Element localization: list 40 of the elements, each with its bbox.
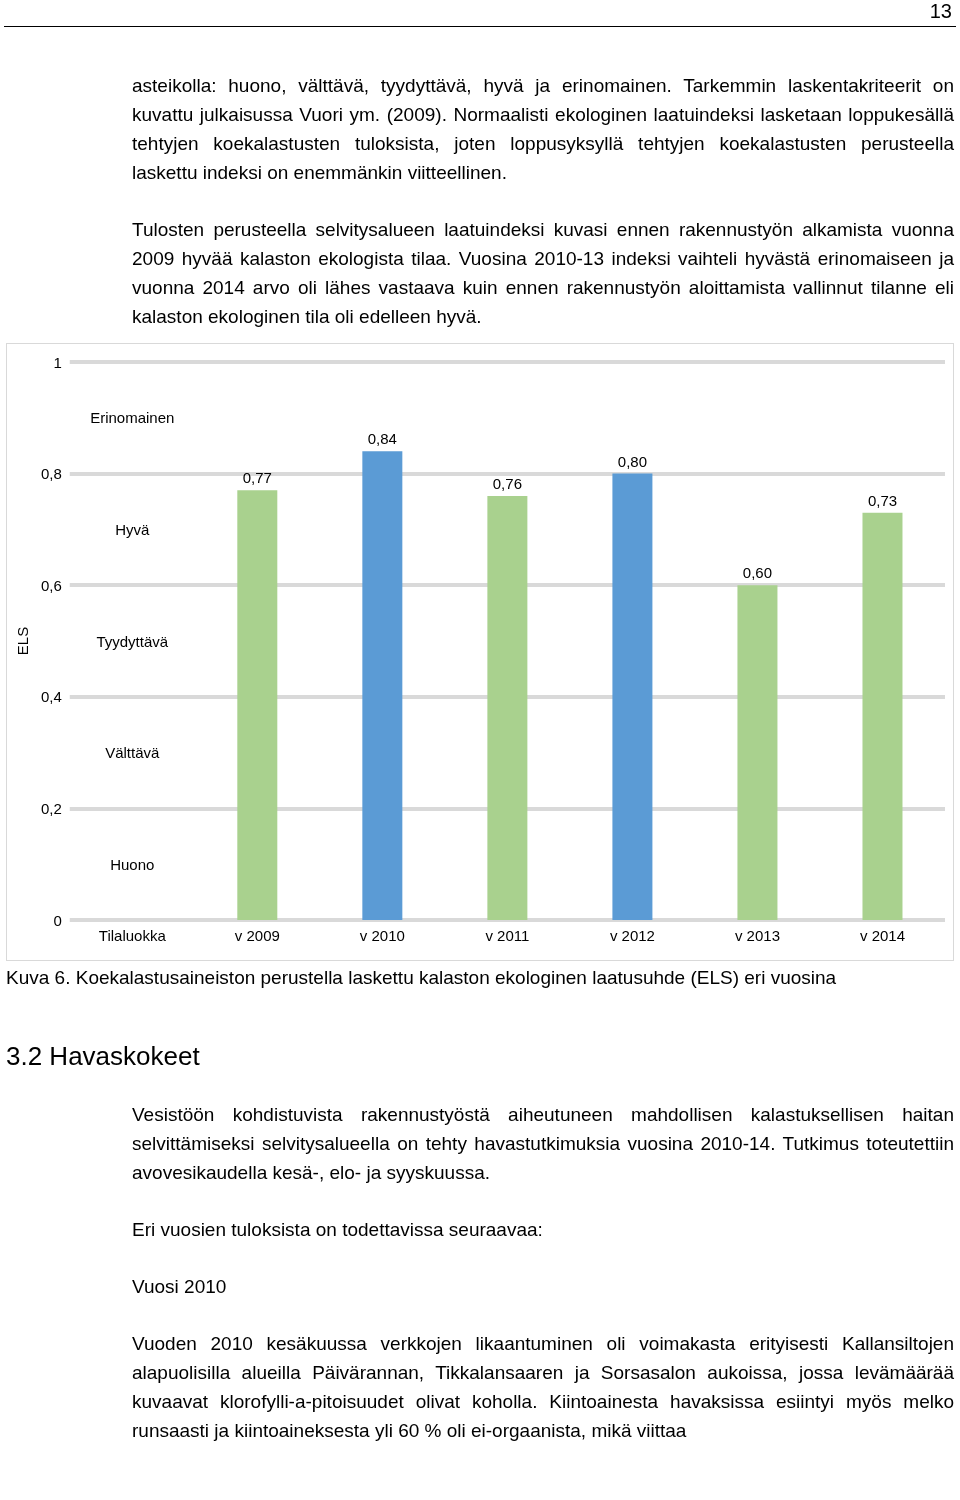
- y-tick-label: 0,6: [40, 576, 62, 594]
- text: Vesistöön kohdistuvista rakennustyöstä aiheutuneen mahdollisen kalastuksellisen haitan selvittämiseksi selvitysalueella on tehty havastutkimuksia vuosina 2010-14. Tutkimus toteutettiin avovesikaudella kesä-, elo- ja syyskuussa.: [132, 1103, 954, 1185]
- x-tick-label: v 2009: [234, 927, 280, 944]
- y-tick-label: 1: [53, 353, 62, 371]
- x-tick-label: v 2011: [485, 927, 530, 944]
- y-tick-label: 0,8: [40, 465, 62, 483]
- text: 3.2 Havaskokeet: [6, 1041, 201, 1072]
- annotation: Tyydyttävä: [96, 632, 169, 650]
- bar: [862, 512, 903, 920]
- annotation: Hyvä: [115, 520, 151, 538]
- y-tick-label: 0: [53, 911, 62, 929]
- x-tick-label: v 2014: [859, 927, 906, 944]
- x-tick-label: v 2010: [359, 927, 405, 944]
- text: Vuoden 2010 kesäkuussa verkkojen likaantuminen oli voimakasta erityisesti Kallansiltojen alapuolisilla alueilla Päivärannan, Tikkalansaaren ja Sorsasalon aukoissa, jossa levämäärää kuvaavat klorofylli-a-pitoisuudet olivat koholla. Kiintoainesta havaksissa esiintyi myös melko runsaasti ja kiintoaineksesta yli 60 % oli ei-orgaanista, mikä viittaa: [132, 1332, 954, 1443]
- bar: [737, 585, 778, 920]
- text: Kuva 6. Koekalastusaineiston perustella laskettu kalaston ekologinen laatusuhde (ELS) eri vuosina: [6, 967, 838, 989]
- x-tick-label: v 2012: [609, 927, 655, 944]
- y-tick-label: 0,2: [40, 799, 62, 817]
- annotation: Huono: [110, 855, 155, 873]
- annotation: Välttävä: [105, 744, 161, 762]
- y-tick-label: 0,4: [40, 688, 62, 706]
- data-label: 0,60: [742, 564, 773, 582]
- data-label: 0,76: [492, 474, 522, 492]
- data-label: 0,84: [367, 430, 397, 448]
- data-label: 0,80: [617, 452, 648, 470]
- text: 13: [929, 0, 952, 23]
- x-tick-label: v 2013: [734, 927, 780, 944]
- bar: [237, 490, 278, 920]
- y-axis-title: ELS: [14, 626, 31, 656]
- text: Vuosi 2010: [132, 1275, 228, 1299]
- data-label: 0,73: [867, 491, 898, 509]
- bar: [487, 495, 528, 920]
- annotation: Erinomainen: [90, 409, 175, 427]
- bar: [612, 473, 653, 920]
- text: Tulosten perusteella selvitysalueen laatuindeksi kuvasi ennen rakennustyön alkamista vuonna 2009 hyvää kalaston ekologista tilaa. Vuosina 2010-13 indeksi vaihteli hyvästä erinomaiseen ja vuonna 2014 arvo oli lähes vastaava kuin ennen rakennustyön aloittamista vallinnut tilanne eli kalaston ekologinen tila oli edelleen hyvä.: [132, 218, 954, 329]
- x-tick-label: Tilaluokka: [98, 927, 167, 944]
- text: Eri vuosien tuloksista on todettavissa seuraavaa:: [132, 1218, 544, 1242]
- text: asteikolla: huono, välttävä, tyydyttävä, hyvä ja erinomainen. Tarkemmin laskentakriteerit on kuvattu julkaisussa Vuori ym. (2009). Normaalisti ekologinen laatuindeksi lasketaan loppukesällä tehtyjen koekalastusten tuloksista, joten loppusyksyllä tehtyjen koekalastusten perusteella laskettu indeksi on enemmänkin viitteellinen.: [132, 74, 954, 185]
- bar: [362, 451, 403, 920]
- data-label: 0,77: [242, 469, 272, 487]
